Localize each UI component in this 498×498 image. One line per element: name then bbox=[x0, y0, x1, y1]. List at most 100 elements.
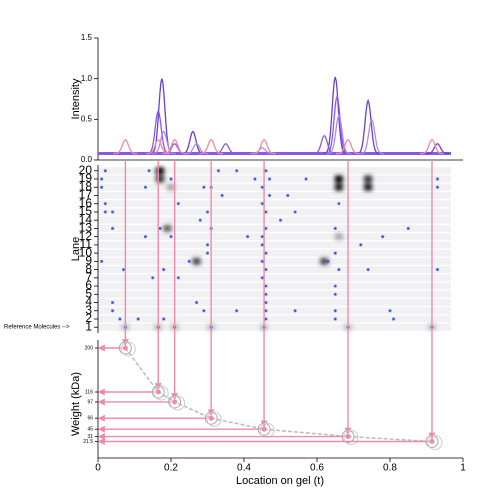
star bbox=[147, 169, 151, 173]
star bbox=[333, 317, 337, 321]
y-tick-label: 45 bbox=[87, 427, 93, 433]
star bbox=[293, 309, 297, 313]
x-tick-label: 0.8 bbox=[383, 463, 397, 474]
star bbox=[435, 267, 440, 272]
point-ring bbox=[257, 422, 271, 436]
y-tick-label: 31 bbox=[87, 434, 93, 440]
y-tick-label: 10 bbox=[79, 245, 93, 259]
star bbox=[202, 185, 206, 189]
point-ring bbox=[118, 341, 132, 355]
y-tick-label: 15 bbox=[79, 204, 93, 218]
x-tick-label: 1 bbox=[460, 463, 466, 474]
star bbox=[216, 169, 221, 173]
lane-band bbox=[98, 191, 451, 199]
point-ring bbox=[206, 411, 222, 427]
point-ring bbox=[151, 385, 165, 399]
star bbox=[264, 309, 268, 313]
y-axis-label: Intensity bbox=[70, 78, 82, 119]
star bbox=[162, 267, 166, 272]
peak bbox=[356, 98, 381, 155]
star bbox=[264, 210, 268, 214]
y-tick-label: 8 bbox=[85, 262, 92, 276]
star bbox=[260, 202, 264, 206]
lane-band bbox=[98, 249, 451, 257]
lane-band bbox=[98, 323, 451, 331]
y-tick-label: 11 bbox=[80, 237, 93, 251]
reference-label: Reference Molecules --> bbox=[4, 325, 70, 331]
x-tick-label: 0.6 bbox=[310, 463, 324, 474]
lane-band bbox=[98, 208, 451, 216]
x-tick-label: 0 bbox=[95, 463, 101, 474]
x-axis-label: Location on gel (t) bbox=[236, 475, 324, 487]
spot bbox=[364, 183, 373, 191]
lane-band bbox=[98, 233, 451, 241]
y-tick-label: 200 bbox=[85, 345, 94, 351]
lane-band bbox=[98, 257, 451, 265]
star bbox=[392, 317, 396, 321]
fit-curve bbox=[124, 347, 433, 443]
peak bbox=[312, 134, 337, 155]
lane-band bbox=[98, 167, 451, 175]
y-tick-label: 20 bbox=[79, 163, 93, 177]
peak bbox=[419, 138, 444, 155]
lane-band bbox=[98, 274, 451, 282]
peak bbox=[184, 142, 209, 155]
lane-band bbox=[98, 282, 451, 290]
point-ring bbox=[425, 435, 439, 448]
star bbox=[260, 276, 264, 280]
star bbox=[293, 210, 297, 214]
star bbox=[260, 259, 264, 263]
star bbox=[337, 202, 341, 206]
point bbox=[429, 439, 435, 444]
y-tick-label: 16 bbox=[79, 196, 93, 210]
point-ring bbox=[153, 385, 169, 401]
lane-band bbox=[98, 175, 451, 183]
spots bbox=[121, 167, 436, 331]
x-tick-label: 0.2 bbox=[164, 463, 178, 474]
peak bbox=[252, 138, 277, 155]
point bbox=[345, 434, 351, 440]
star bbox=[264, 300, 268, 305]
star bbox=[278, 218, 283, 222]
lane-band bbox=[98, 299, 451, 307]
peak bbox=[162, 138, 187, 155]
spot bbox=[156, 175, 165, 183]
star bbox=[103, 202, 107, 206]
star bbox=[162, 317, 166, 321]
peak bbox=[336, 138, 361, 155]
lane-band bbox=[98, 315, 451, 323]
lane-band bbox=[98, 241, 451, 249]
y-tick-label: 3 bbox=[85, 303, 92, 317]
y-tick-label: 0.5 bbox=[81, 114, 93, 123]
star bbox=[337, 267, 341, 272]
y-axis-label: Weight (kDa) bbox=[70, 372, 82, 436]
star bbox=[198, 218, 202, 222]
y-tick-label: 17 bbox=[79, 188, 93, 202]
spot bbox=[334, 175, 343, 183]
star bbox=[100, 185, 104, 189]
lane-band bbox=[98, 307, 451, 315]
y-tick-label: 0.0 bbox=[81, 155, 93, 164]
spot bbox=[167, 183, 175, 191]
star bbox=[359, 243, 363, 247]
point bbox=[261, 426, 267, 432]
peak bbox=[146, 109, 171, 155]
star bbox=[264, 169, 268, 173]
x-tick-label: 0.4 bbox=[237, 463, 251, 474]
star bbox=[169, 177, 173, 181]
star bbox=[267, 193, 272, 198]
star bbox=[246, 235, 250, 239]
point-ring bbox=[170, 395, 186, 411]
peak bbox=[325, 94, 350, 155]
star bbox=[205, 251, 210, 255]
y-tick-label: 7 bbox=[85, 270, 92, 284]
star bbox=[333, 251, 337, 255]
star bbox=[260, 235, 264, 239]
star bbox=[381, 235, 385, 239]
star bbox=[260, 185, 264, 189]
y-tick-label: 13 bbox=[79, 221, 93, 235]
peak bbox=[326, 113, 351, 155]
point bbox=[172, 399, 178, 405]
spot bbox=[334, 183, 343, 191]
